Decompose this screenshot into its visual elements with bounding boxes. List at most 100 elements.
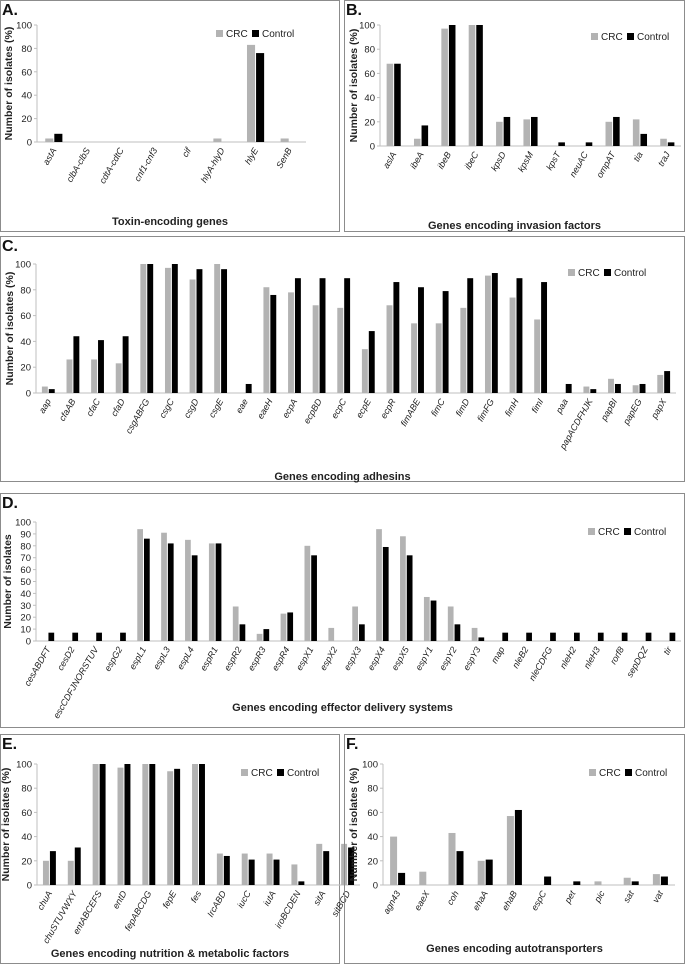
legend-label-control: Control	[262, 29, 294, 40]
bar-control-paa	[565, 383, 572, 393]
bar-crc-espL1	[137, 529, 143, 641]
y-tick-label: 30	[20, 601, 31, 612]
legend-label-control: Control	[634, 527, 666, 538]
panel-label-f: F.	[346, 736, 359, 753]
category-label: iroBCDEN	[273, 889, 303, 930]
bar-control-iroBCDEN	[298, 881, 305, 885]
bar-control-fimABE	[418, 287, 424, 393]
bar-crc-espY1	[423, 596, 430, 641]
bar-control-cfaAB	[73, 336, 80, 393]
y-axis-label: Number of isolates (%)	[4, 272, 16, 386]
category-label: entD	[111, 889, 129, 911]
panel-label-d: D.	[2, 495, 18, 512]
bar-control-fimD	[467, 278, 474, 393]
bar-control-tir	[669, 632, 676, 641]
bar-control-ibeB	[448, 25, 456, 146]
bar-crc-sitA	[316, 843, 323, 885]
legend: CRC Control	[568, 268, 646, 279]
legend-label-crc: CRC	[601, 32, 623, 43]
bar-control-papACDFHJK	[590, 389, 597, 393]
bar-control-cfaC	[98, 340, 104, 393]
bar-crc-csgD	[189, 279, 196, 393]
bar-control-espY1	[430, 600, 437, 641]
bar-control-IrcABD	[223, 855, 230, 885]
bar-control-espG2	[120, 632, 126, 641]
category-label: map	[489, 645, 506, 665]
bar-crc-agn43	[390, 836, 398, 885]
y-tick-label: 50	[20, 577, 31, 588]
bar-control-fes	[199, 764, 205, 885]
y-tick-label: 0	[27, 138, 32, 149]
category-label: nleH3	[582, 645, 602, 670]
category-label: espX4	[366, 645, 387, 672]
category-label: clbA-clbS	[65, 146, 93, 184]
legend-swatch-control	[252, 30, 259, 37]
category-label: espY1	[413, 645, 434, 672]
legend-label-crc: CRC	[251, 768, 273, 779]
bar-control-chuSTUVWXY	[74, 847, 81, 885]
bar-crc-espX3	[352, 606, 358, 641]
bar-control-fimFG	[491, 273, 498, 393]
bar-control-chuA	[49, 851, 56, 885]
category-label: espX2	[318, 645, 339, 672]
bar-control-csgABFG	[147, 264, 154, 393]
bar-control-pet	[573, 881, 581, 885]
category-label: ecpBD	[302, 397, 324, 426]
x-axis-label: Genes encoding invasion factors	[428, 220, 601, 232]
legend-swatch-crc	[589, 769, 596, 776]
category-label: chuA	[35, 889, 54, 912]
bar-crc-ecpE	[361, 349, 368, 393]
y-tick-label: 80	[367, 784, 378, 795]
bar-control-hlyE	[256, 53, 265, 142]
category-label: aslA	[381, 150, 398, 170]
category-label: tir	[661, 644, 674, 656]
bar-crc-ibeA	[413, 138, 421, 146]
bar-control-papBI	[614, 383, 621, 393]
category-label: eaeX	[412, 888, 432, 912]
y-tick-label: 60	[20, 565, 31, 576]
bar-crc-espL4	[185, 539, 191, 641]
legend-swatch-control	[604, 269, 611, 276]
legend: CRC Control	[589, 768, 667, 779]
bar-control-csgC	[171, 264, 178, 393]
panel-label-c: C.	[2, 238, 18, 255]
category-label: ehaA	[471, 889, 490, 912]
y-tick-label: 100	[16, 21, 32, 32]
y-tick-label: 40	[20, 337, 31, 348]
y-tick-label: 40	[367, 832, 378, 843]
bar-crc-ecpC	[337, 307, 344, 393]
bar-crc-cfaD	[115, 363, 122, 393]
y-tick-label: 60	[20, 311, 31, 322]
category-label: csgE	[207, 396, 226, 419]
bar-control-cesD2	[72, 632, 79, 641]
bar-control-nleH3	[597, 632, 604, 641]
bar-crc-SenB	[280, 138, 289, 142]
category-label: csgABFG	[124, 397, 152, 435]
bar-crc-hlyE	[246, 44, 256, 142]
legend: CRC Control	[241, 768, 319, 779]
legend-swatch-crc	[591, 33, 598, 40]
category-label: sitBCD	[330, 889, 353, 919]
y-axis-label: Number of isolates (%)	[348, 768, 360, 882]
bar-control-csgE	[221, 269, 228, 393]
y-tick-label: 100	[359, 21, 375, 32]
bar-crc-ehaB	[506, 816, 514, 885]
category-label: fimD	[454, 397, 472, 418]
bar-crc-espR1	[208, 543, 215, 641]
bar-control-espL3	[167, 543, 174, 641]
bar-control-papEG	[639, 383, 646, 393]
bar-control-espY3	[478, 637, 485, 641]
bar-control-fepABCDG	[149, 764, 156, 885]
bar-control-espR1	[215, 543, 222, 641]
y-tick-label: 20	[21, 856, 32, 867]
legend-swatch-control	[624, 528, 631, 535]
legend: CRC Control	[591, 32, 669, 43]
bar-crc-espR3	[256, 633, 263, 641]
bar-control-ehaB	[514, 809, 522, 885]
bar-crc-aap	[41, 386, 48, 393]
bar-control-espX5	[406, 555, 413, 641]
bar-crc-cfaAB	[66, 359, 73, 393]
bar-crc-espR2	[232, 606, 239, 641]
y-tick-label: 80	[20, 541, 31, 552]
